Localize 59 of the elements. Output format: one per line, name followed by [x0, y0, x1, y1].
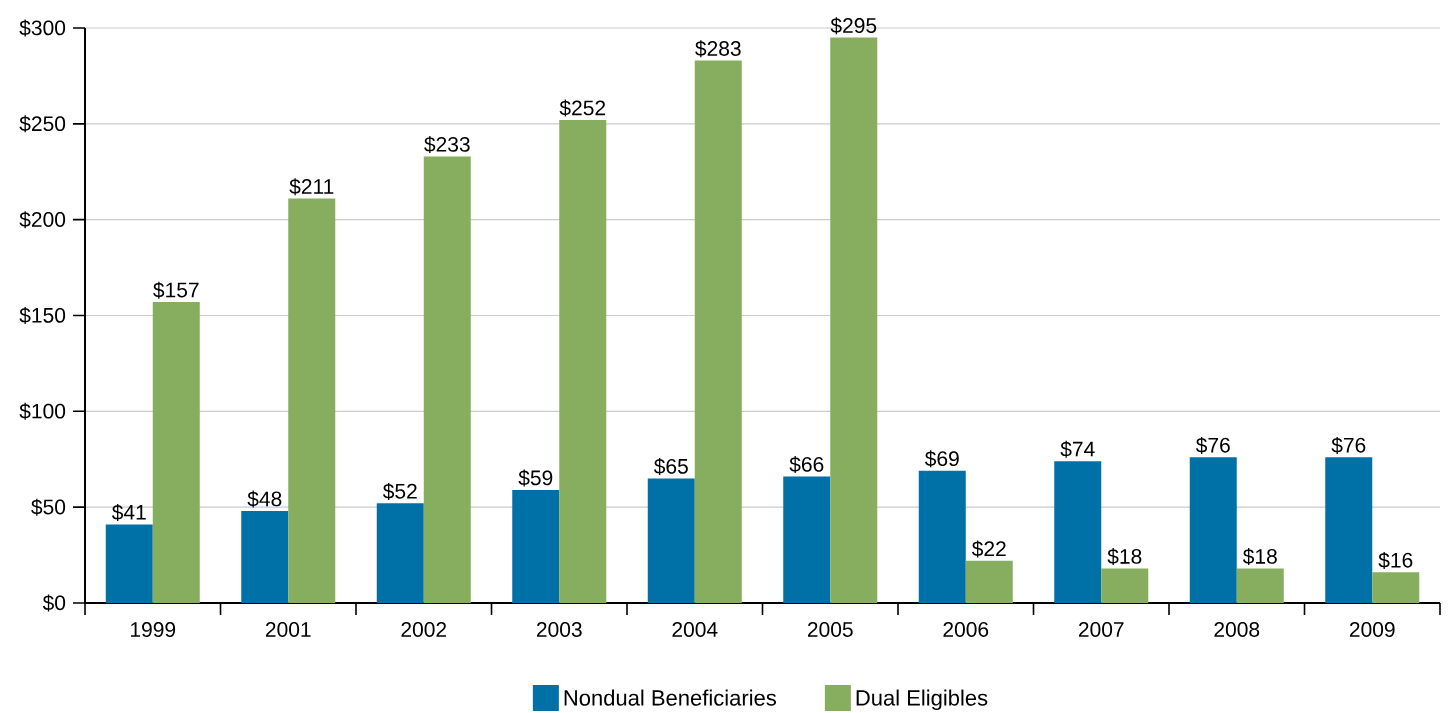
y-tick-label: $200 [19, 211, 66, 229]
x-tick-label: 2006 [943, 622, 989, 637]
data-label: $18 [1242, 548, 1277, 566]
x-tick-label: 1999 [131, 622, 176, 637]
bar [918, 470, 966, 603]
data-label: $252 [559, 99, 606, 117]
y-tick-label: $250 [19, 115, 66, 133]
data-label: $233 [424, 136, 470, 153]
data-label: $65 [653, 458, 688, 475]
x-tick-label: 2007 [1078, 622, 1124, 637]
bar [105, 524, 153, 603]
bar [1101, 568, 1149, 603]
y-tick-label: $150 [19, 307, 66, 324]
data-label: $16 [1378, 551, 1413, 569]
bar [559, 120, 607, 603]
x-tick-label: 2004 [672, 622, 718, 637]
bar [830, 37, 878, 603]
data-label: $283 [695, 40, 741, 58]
bar [965, 560, 1013, 603]
bar [512, 489, 560, 603]
y-tick-label: $100 [19, 402, 66, 420]
bar [1372, 572, 1420, 603]
x-tick-label: 2001 [265, 622, 311, 637]
y-tick-label: $300 [19, 19, 66, 37]
data-label: $76 [1195, 436, 1230, 454]
bar [1325, 457, 1373, 603]
x-tick-label: 2002 [401, 622, 447, 637]
bar [423, 156, 471, 603]
data-label: $69 [924, 450, 959, 468]
data-label: $74 [1060, 440, 1095, 458]
bar [376, 503, 424, 603]
data-label: $211 [289, 178, 334, 196]
data-label: $76 [1331, 436, 1366, 454]
y-tick-label: $50 [31, 498, 66, 516]
legend-label: Dual Eligibles [856, 689, 988, 711]
bar [1236, 568, 1284, 603]
data-label: $157 [153, 281, 199, 299]
bar [694, 60, 742, 603]
x-tick-label: 2005 [807, 622, 853, 637]
bar [152, 302, 200, 603]
data-label: $52 [382, 482, 417, 500]
data-label: $22 [971, 540, 1006, 558]
x-tick-label: 2008 [1214, 622, 1260, 637]
bar [783, 476, 831, 603]
data-label: $59 [518, 469, 553, 487]
bar [288, 198, 336, 603]
bar [241, 510, 289, 603]
bar [647, 478, 695, 603]
x-tick-label: 2009 [1349, 622, 1395, 637]
x-tick-label: 2003 [536, 622, 582, 637]
bar [1054, 461, 1102, 603]
data-label: $48 [247, 490, 282, 508]
data-label: $41 [111, 504, 146, 521]
y-tick-label: $0 [42, 594, 66, 612]
data-label: $295 [830, 17, 877, 35]
legend-label: Nondual Beneficiaries [564, 689, 776, 706]
bar [1189, 457, 1237, 603]
data-label: $66 [789, 456, 824, 474]
data-label: $18 [1107, 548, 1142, 566]
